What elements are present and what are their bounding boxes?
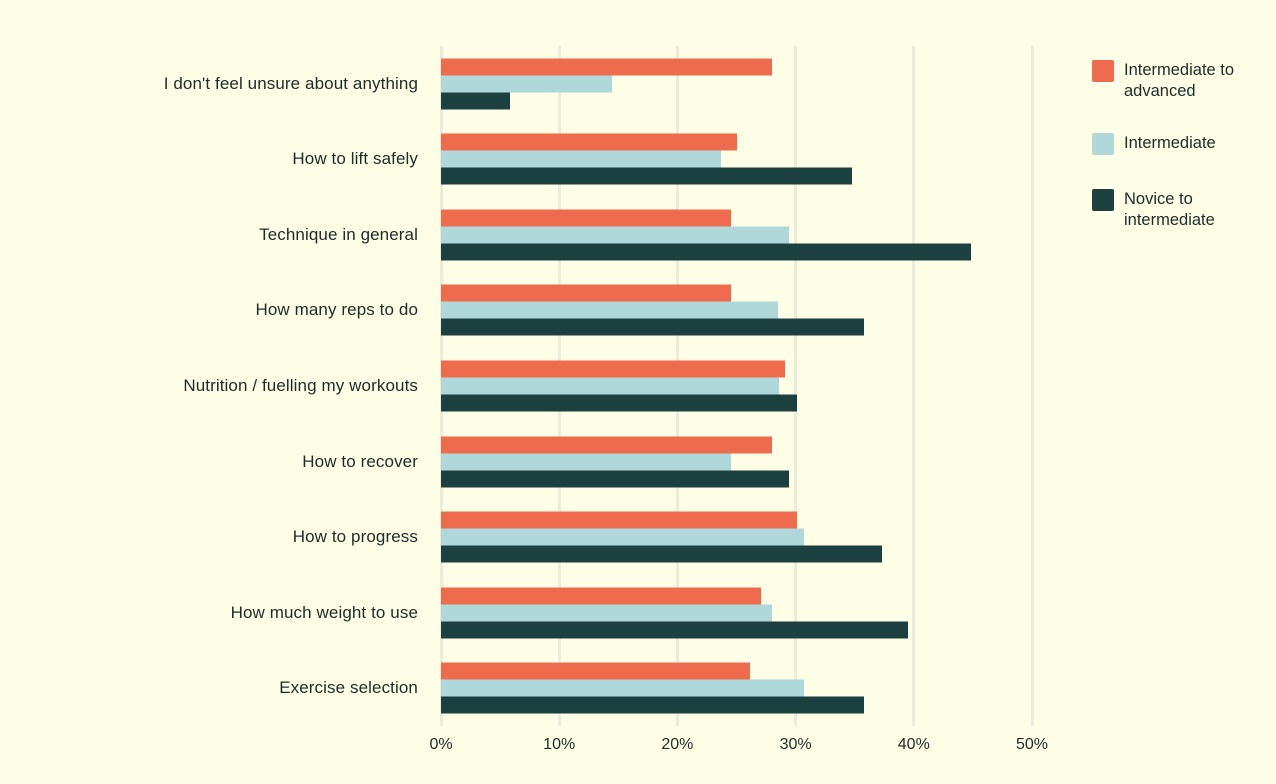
legend-label: Intermediate xyxy=(1124,134,1216,152)
bar xyxy=(441,587,762,605)
bar xyxy=(441,226,789,244)
legend: Intermediate to advanced Intermediate No… xyxy=(1092,60,1262,230)
bar xyxy=(441,679,804,697)
legend-label: Novice to intermediate xyxy=(1124,190,1215,229)
category-row: How many reps to do xyxy=(0,273,1276,349)
category-row: How much weight to use xyxy=(0,575,1276,651)
bar xyxy=(441,150,722,168)
legend-swatch-intermediate xyxy=(1092,133,1114,155)
category-row: How to lift safely xyxy=(0,122,1276,198)
bar xyxy=(441,453,731,471)
legend-swatch-novice-to-intermediate xyxy=(1092,189,1114,211)
x-tick-label: 20% xyxy=(661,736,694,753)
bar xyxy=(441,360,785,378)
bar-group xyxy=(441,511,882,563)
x-tick-label: 30% xyxy=(779,736,812,753)
category-label: Technique in general xyxy=(259,224,418,244)
bar xyxy=(441,545,882,563)
bar xyxy=(441,696,865,714)
bar-group xyxy=(441,360,797,412)
category-row: Nutrition / fuelling my workouts xyxy=(0,348,1276,424)
bar xyxy=(441,662,750,680)
x-tick-label: 40% xyxy=(897,736,930,753)
bar-rows-layer: I don't feel unsure about anything How to… xyxy=(0,46,1276,726)
category-row: How to recover xyxy=(0,424,1276,500)
bar xyxy=(441,511,797,529)
category-row: Technique in general xyxy=(0,197,1276,273)
x-axis: 0% 10% 20% 30% 40% 50% xyxy=(0,736,1276,758)
legend-item: Intermediate xyxy=(1092,133,1262,155)
legend-swatch-intermediate-to-advanced xyxy=(1092,60,1114,82)
x-tick-label: 50% xyxy=(1015,736,1049,753)
bar xyxy=(441,92,510,110)
bar xyxy=(441,301,778,319)
bar xyxy=(441,436,772,454)
bar-group xyxy=(441,587,908,639)
x-tick-label: 0% xyxy=(429,736,453,753)
bar xyxy=(441,75,613,93)
bar xyxy=(441,621,908,639)
bar xyxy=(441,528,804,546)
gridline xyxy=(794,46,798,726)
category-label: How much weight to use xyxy=(230,602,418,622)
bar xyxy=(441,284,731,302)
legend-label: Intermediate to advanced xyxy=(1124,61,1235,100)
category-label: Exercise selection xyxy=(279,678,418,698)
bar xyxy=(441,243,971,261)
bar xyxy=(441,133,737,151)
bar xyxy=(441,377,780,395)
category-label: How to lift safely xyxy=(292,149,418,169)
category-row: Exercise selection xyxy=(0,650,1276,726)
x-tick-label: 10% xyxy=(543,736,576,753)
category-label: I don't feel unsure about anything xyxy=(163,73,418,93)
legend-item: Novice to intermediate xyxy=(1092,189,1262,230)
bar-group xyxy=(441,436,789,488)
gridline xyxy=(912,46,916,726)
gridline xyxy=(1030,46,1034,726)
bar-group xyxy=(441,284,865,336)
bar-group xyxy=(441,662,865,714)
bar xyxy=(441,394,797,412)
bar-group xyxy=(441,133,853,185)
bar-group xyxy=(441,209,971,261)
bar xyxy=(441,318,865,336)
category-label: How to progress xyxy=(292,527,418,547)
category-row: How to progress xyxy=(0,499,1276,575)
category-label: How many reps to do xyxy=(255,300,418,320)
bar xyxy=(441,209,731,227)
bar xyxy=(441,58,772,76)
category-label: Nutrition / fuelling my workouts xyxy=(183,375,418,395)
bar-group xyxy=(441,58,772,110)
bar xyxy=(441,604,772,622)
bar xyxy=(441,470,789,488)
category-label: How to recover xyxy=(302,451,418,471)
category-row: I don't feel unsure about anything xyxy=(0,46,1276,122)
legend-item: Intermediate to advanced xyxy=(1092,60,1262,101)
bar xyxy=(441,167,853,185)
